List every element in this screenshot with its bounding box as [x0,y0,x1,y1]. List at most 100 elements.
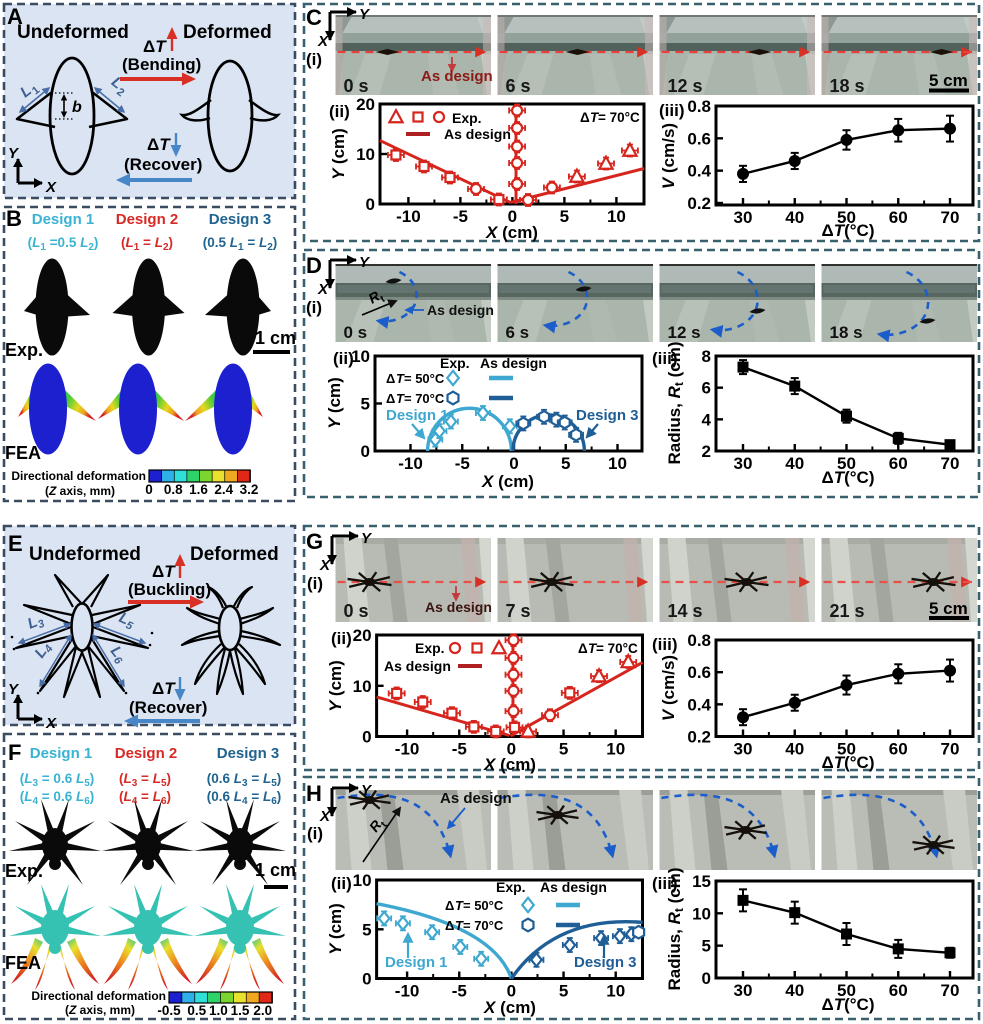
svg-text:5: 5 [361,395,370,414]
svg-text:0.8: 0.8 [687,97,711,116]
svg-text:12 s: 12 s [668,323,701,342]
svg-text:50: 50 [837,981,856,1000]
svg-text:X: X [319,557,331,574]
svg-text:10: 10 [353,871,372,890]
svg-text:(0.5 L1 = L2): (0.5 L1 = L2) [203,235,278,253]
svg-text:As design: As design [427,302,494,318]
svg-text:0: 0 [507,982,516,1001]
svg-text:0.4: 0.4 [687,695,711,714]
svg-text:60: 60 [889,208,908,227]
svg-text:(ii): (ii) [331,874,352,893]
svg-text:Deformed: Deformed [190,544,279,565]
svg-text:50: 50 [837,740,856,759]
svg-text:(0.6 L3 = L5): (0.6 L3 = L5) [207,771,282,789]
svg-text:F: F [8,740,21,765]
svg-text:5 cm: 5 cm [929,71,968,90]
svg-text:10: 10 [692,904,711,923]
svg-text:(Z axis, mm): (Z axis, mm) [65,1003,135,1017]
svg-text:0: 0 [508,207,517,226]
svg-text:15: 15 [692,872,711,891]
svg-text:0.8: 0.8 [164,482,183,497]
svg-text:FEA: FEA [5,953,41,973]
svg-text:Exp.: Exp. [5,340,43,360]
svg-text:70: 70 [941,454,960,473]
svg-text:14 s: 14 s [668,601,703,621]
svg-text:0 s: 0 s [344,323,368,342]
svg-text:12 s: 12 s [668,76,703,96]
svg-text:0: 0 [362,728,371,747]
svg-text:ΔT(°C): ΔT(°C) [821,221,874,240]
svg-text:Δ: Δ [445,898,454,913]
svg-text:5: 5 [702,937,711,956]
svg-text:X: X [45,715,57,732]
svg-text:= 70°C: = 70°C [463,918,504,933]
svg-text:A: A [7,4,23,29]
svg-text:Δ: Δ [386,371,395,386]
svg-text:10: 10 [606,982,625,1001]
svg-text:X: X [317,33,329,50]
svg-text:60: 60 [889,981,908,1000]
svg-text:-10: -10 [396,207,421,226]
svg-text:Directional deformation: Directional deformation [31,989,166,1003]
svg-text:Design 3: Design 3 [209,211,272,228]
svg-text:7 s: 7 s [506,601,531,621]
svg-text:(Z axis, mm): (Z axis, mm) [45,484,115,498]
svg-text:0.5: 0.5 [187,1003,206,1018]
svg-text:E: E [8,531,23,556]
svg-text:20: 20 [353,626,372,645]
svg-text:Y: Y [359,6,371,23]
svg-text:10: 10 [606,740,625,759]
svg-text:X (cm): X (cm) [485,223,538,242]
svg-text:Radius, Rt (cm): Radius, Rt (cm) [665,341,686,464]
svg-text:Directional deformation: Directional deformation [11,469,146,483]
svg-text:6 s: 6 s [506,76,531,96]
svg-text:30: 30 [734,981,753,1000]
svg-text:T: T [455,918,464,933]
svg-text:FEA: FEA [5,443,41,463]
svg-text:T: T [588,641,598,656]
svg-text:Y (cm): Y (cm) [329,128,348,180]
svg-text:70: 70 [941,740,960,759]
svg-text:Y (cm): Y (cm) [326,903,345,955]
svg-text:Δ: Δ [386,391,395,406]
svg-text:40: 40 [785,454,804,473]
svg-text:-5: -5 [455,454,470,473]
svg-text:V (cm/s): V (cm/s) [659,123,678,189]
svg-text:1.5: 1.5 [231,1003,250,1018]
svg-text:D: D [306,253,322,278]
svg-text:Undeformed: Undeformed [29,544,141,565]
svg-text:(i): (i) [307,824,323,843]
svg-text:30: 30 [734,208,753,227]
svg-text:ΔT: ΔT [152,679,176,698]
svg-text:(ii): (ii) [333,349,354,368]
svg-text:10: 10 [608,454,627,473]
svg-text:T: T [590,110,600,125]
svg-text:Exp.: Exp. [440,355,470,371]
svg-text:(Recover): (Recover) [129,698,207,717]
svg-text:X (cm): X (cm) [483,998,536,1017]
svg-text:-10: -10 [395,740,420,759]
svg-text:5: 5 [559,740,568,759]
svg-text:V (cm/s): V (cm/s) [659,655,678,721]
svg-text:Design 3: Design 3 [576,407,639,424]
svg-text:Design 1: Design 1 [385,954,448,971]
svg-text:As design: As design [480,355,547,371]
svg-text:40: 40 [785,740,804,759]
svg-text:Undeformed: Undeformed [17,22,129,43]
svg-text:(L3 = 0.6 L5): (L3 = 0.6 L5) [20,771,95,789]
svg-text:Radius, Rt (cm): Radius, Rt (cm) [665,867,686,990]
svg-text:(iii): (iii) [659,101,685,120]
svg-text:5: 5 [362,920,371,939]
svg-text:60: 60 [889,454,908,473]
svg-text:40: 40 [785,981,804,1000]
svg-text:C: C [306,5,322,30]
svg-text:10: 10 [351,347,370,366]
svg-text:Design 3: Design 3 [574,954,637,971]
svg-text:Design 1: Design 1 [386,407,449,424]
svg-text:Y: Y [361,782,373,799]
svg-text:5: 5 [559,982,568,1001]
svg-text:ΔT(°C): ΔT(°C) [821,995,874,1014]
svg-text:5 cm: 5 cm [929,599,968,618]
svg-text:Δ: Δ [580,110,590,125]
svg-text:Exp.: Exp. [5,861,43,881]
